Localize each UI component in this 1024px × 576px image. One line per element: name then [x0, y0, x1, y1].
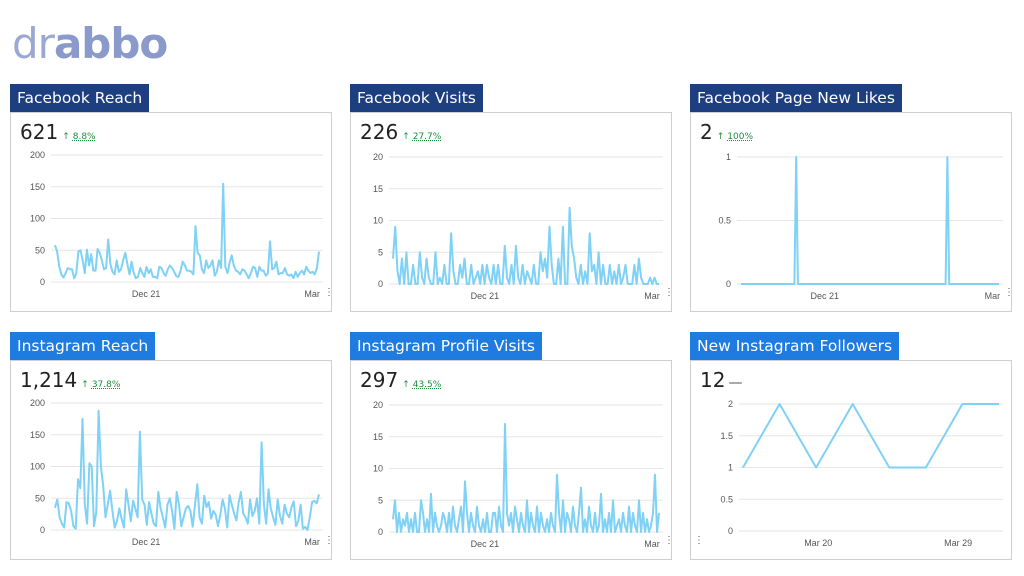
kpi: 621 ↑ 8.8%	[20, 120, 96, 144]
panel-title: Instagram Profile Visits	[350, 332, 543, 360]
y-tick-label: 150	[30, 182, 45, 192]
kpi: 1,214 ↑ 37.8%	[20, 368, 120, 392]
panel-instagram-profile-visits: 297 ↑ 43.5% 20 15 10 5 0 Dec 21 Mar ⋮	[350, 360, 674, 560]
arrow-up-icon: ↑	[81, 380, 89, 390]
series-line	[392, 423, 660, 533]
kpi: 12—	[700, 368, 742, 392]
y-tick-label: 0	[378, 279, 383, 289]
x-tick-label: Mar	[304, 289, 320, 299]
panel-facebook-page-new-likes: 2 ↑ 100% 1 0.5 0 Dec 21 Mar ⋮	[690, 112, 1014, 312]
panel-title: Facebook Reach	[10, 84, 150, 112]
x-tick-label: Mar 20	[804, 538, 832, 548]
kpi: 297 ↑ 43.5%	[360, 368, 441, 392]
y-tick-label: 0.5	[718, 216, 731, 226]
y-tick-label: 0	[40, 277, 45, 287]
panel-facebook-visits: 226 ↑ 27.7% 20 15 10 5 0 Dec 21 Mar ⋮	[350, 112, 674, 312]
more-vert-icon[interactable]: ⋮	[694, 535, 704, 546]
y-tick-label: 20	[373, 400, 383, 410]
brand-logo: drabbo	[12, 19, 168, 68]
more-vert-icon[interactable]: ⋮	[664, 535, 674, 546]
panel-new-instagram-followers: 12— 2 1.5 1 0.5 0 Mar 20 Mar 29 ⋮	[690, 360, 1012, 560]
y-tick-label: 50	[35, 245, 45, 255]
arrow-up-icon: ↑	[402, 132, 410, 142]
arrow-up-icon: ↑	[402, 380, 410, 390]
y-tick-label: 1	[728, 463, 733, 473]
y-tick-label: 10	[373, 216, 383, 226]
line-chart: 1 0.5 0 Dec 21 Mar	[718, 152, 1003, 301]
kpi: 226 ↑ 27.7%	[360, 120, 441, 144]
y-tick-label: 0	[726, 279, 731, 289]
kpi-value: 297	[360, 368, 399, 392]
kpi-value: 1,214	[20, 368, 78, 392]
y-tick-label: 200	[30, 398, 45, 408]
series-line	[741, 156, 999, 285]
y-tick-label: 0	[378, 527, 383, 537]
more-vert-icon[interactable]: ⋮	[324, 535, 334, 546]
x-tick-label: Mar	[985, 291, 1001, 301]
y-tick-label: 100	[30, 462, 45, 472]
y-tick-label: 200	[30, 150, 45, 160]
more-vert-icon[interactable]: ⋮	[324, 287, 334, 298]
kpi-value: 2	[700, 120, 713, 144]
x-tick-label: Dec 21	[471, 539, 500, 549]
kpi-value: 12	[700, 368, 726, 392]
kpi-delta: ↑ 43.5%	[402, 380, 442, 390]
y-tick-label: 150	[30, 430, 45, 440]
kpi-delta: ↑ 27.7%	[402, 132, 442, 142]
x-tick-label: Dec 21	[811, 291, 840, 301]
more-vert-icon[interactable]: ⋮	[1004, 287, 1014, 298]
kpi-delta: ↑ 37.8%	[81, 380, 121, 390]
series-line	[392, 206, 659, 285]
more-vert-icon[interactable]: ⋮	[664, 287, 674, 298]
x-tick-label: Mar	[644, 291, 660, 301]
x-tick-label: Dec 21	[132, 289, 161, 299]
kpi: 2 ↑ 100%	[700, 120, 753, 144]
panel-title: Instagram Reach	[10, 332, 156, 360]
y-tick-label: 0.5	[720, 494, 733, 504]
kpi-delta: ↑ 100%	[716, 132, 754, 142]
y-tick-label: 2	[728, 399, 733, 409]
series-line	[742, 403, 999, 469]
y-tick-label: 5	[378, 495, 383, 505]
x-tick-label: Dec 21	[132, 537, 161, 547]
line-chart: 20 15 10 5 0 Dec 21 Mar	[373, 152, 663, 301]
arrow-up-icon: ↑	[62, 132, 70, 142]
y-tick-label: 15	[373, 432, 383, 442]
panel-title: Facebook Visits	[350, 84, 483, 112]
x-tick-label: Mar 29	[944, 538, 972, 548]
panel-instagram-reach: 1,214 ↑ 37.8% 200 150 100 50 0 Dec 21 Mar ⋮	[10, 360, 334, 560]
y-tick-label: 10	[373, 464, 383, 474]
arrow-up-icon: ↑	[716, 132, 725, 142]
y-tick-label: 1.5	[720, 431, 733, 441]
y-tick-label: 0	[40, 525, 45, 535]
panel-title: Facebook Page New Likes	[690, 84, 902, 112]
kpi-value: 226	[360, 120, 399, 144]
y-tick-label: 0	[728, 526, 733, 536]
kpi-value: 621	[20, 120, 59, 144]
y-tick-label: 1	[726, 152, 731, 162]
series-line	[54, 182, 320, 280]
line-chart: 200 150 100 50 0 Dec 21 Mar	[30, 398, 323, 547]
no-change-indicator: —	[728, 375, 743, 391]
x-tick-label: Mar	[304, 537, 320, 547]
kpi-delta: ↑ 8.8%	[62, 132, 96, 142]
y-tick-label: 15	[373, 184, 383, 194]
y-tick-label: 50	[35, 493, 45, 503]
y-tick-label: 5	[378, 247, 383, 257]
line-chart: 20 15 10 5 0 Dec 21 Mar	[373, 400, 663, 549]
y-tick-label: 20	[373, 152, 383, 162]
panel-facebook-reach: 621 ↑ 8.8% 200 150 100 50 0 Dec 21 Mar ⋮	[10, 112, 334, 312]
x-tick-label: Mar	[644, 539, 660, 549]
x-tick-label: Dec 21	[471, 291, 500, 301]
line-chart: 2 1.5 1 0.5 0 Mar 20 Mar 29	[720, 399, 1003, 548]
y-tick-label: 100	[30, 214, 45, 224]
panel-title: New Instagram Followers	[690, 332, 900, 360]
series-line	[54, 409, 320, 531]
line-chart: 200 150 100 50 0 Dec 21 Mar	[30, 150, 323, 299]
